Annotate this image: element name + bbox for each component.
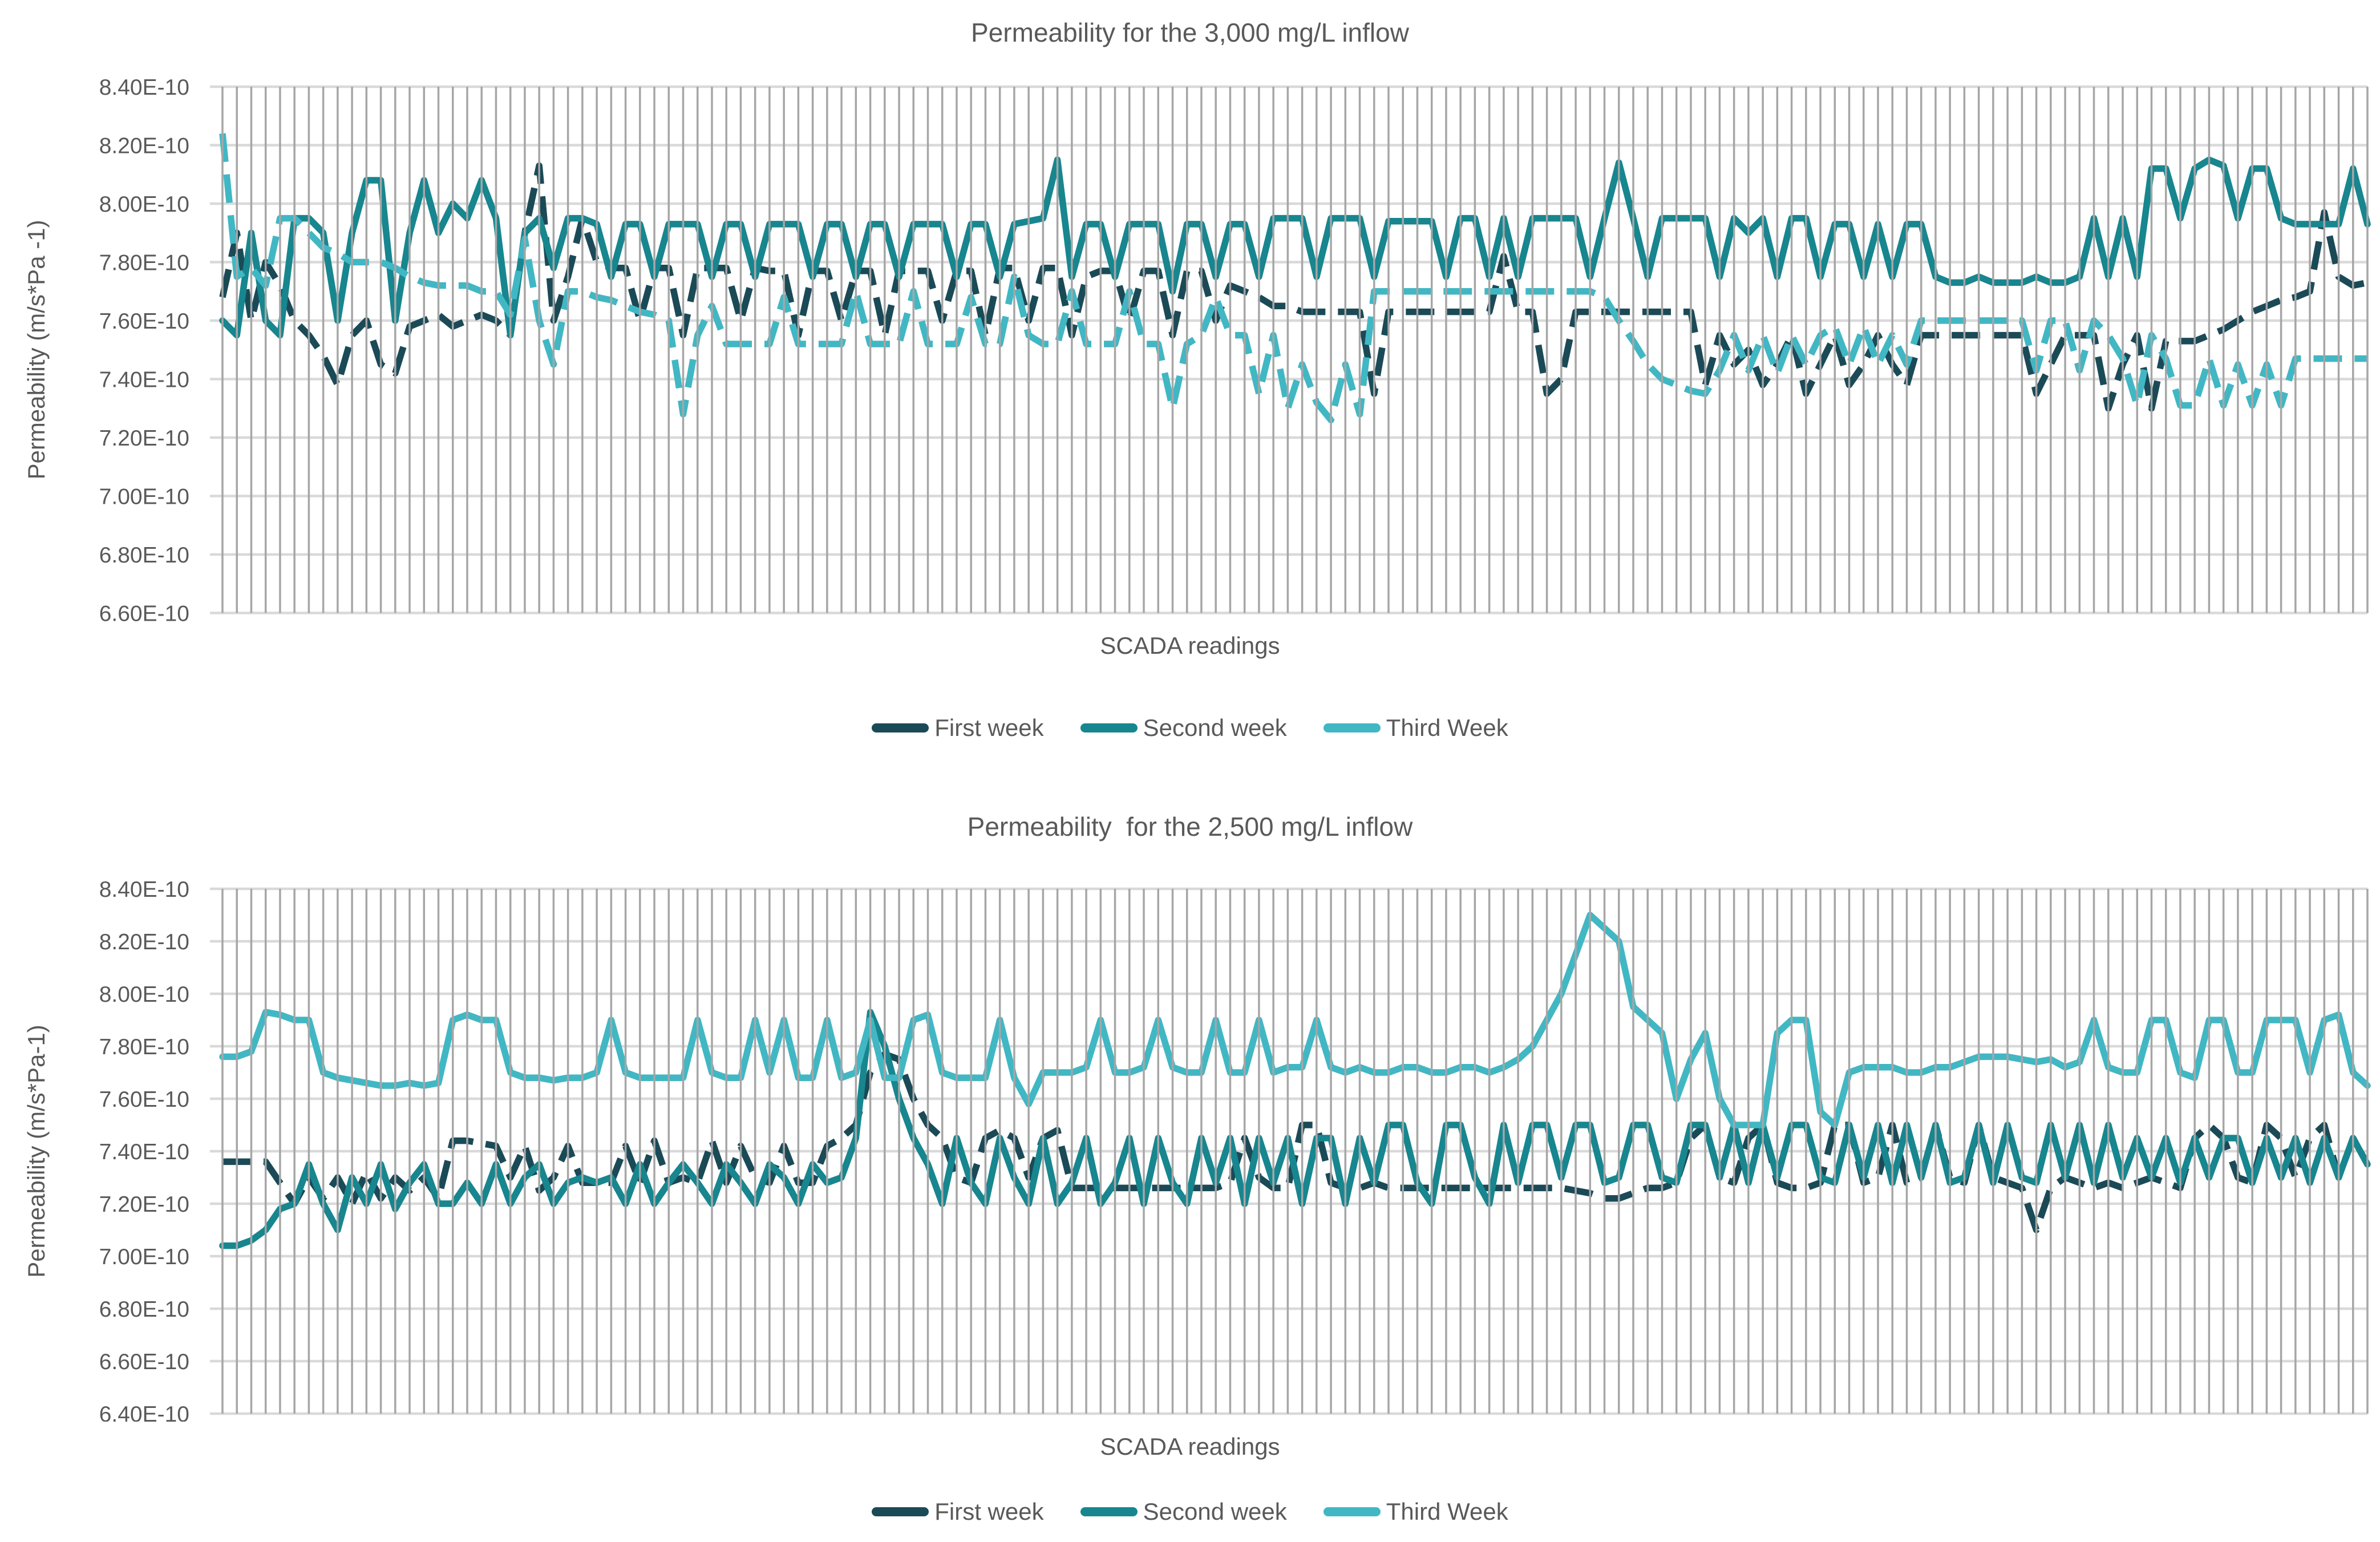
y-tick-label: 7.60E-10 [99, 309, 189, 334]
series-line[interactable] [219, 133, 2367, 424]
plot-area-2500[interactable]: 8.40E-10 8.20E-10 8.00E-10 7.80E-10 7.60E-10… [0, 866, 2380, 1422]
legend-3000: First week Second week Third Week [0, 714, 2380, 742]
series-line[interactable] [219, 912, 2371, 1128]
y-tick-label: 6.60E-10 [99, 1350, 189, 1374]
legend-item-second-week[interactable]: Second week [1080, 714, 1287, 742]
second-week-swatch-icon [1080, 1507, 1138, 1516]
legend-item-third-week[interactable]: Third Week [1323, 1498, 1508, 1525]
legend-item-second-week[interactable]: Second week [1080, 1498, 1287, 1525]
chart-title-3000: Permeability for the 3,000 mg/L inflow [971, 18, 1409, 47]
y-tick-label: 8.20E-10 [99, 930, 189, 954]
y-tick-label: 8.00E-10 [99, 982, 189, 1007]
third-week-swatch-icon [1323, 723, 1381, 732]
series-line[interactable] [219, 156, 2371, 339]
legend-item-third-week[interactable]: Third Week [1323, 714, 1508, 742]
y-tick-label: 7.00E-10 [99, 485, 189, 509]
y-tick-label: 7.80E-10 [99, 251, 189, 276]
legend-label: First week [934, 1498, 1044, 1525]
legend-label: Third Week [1386, 714, 1508, 741]
third-week-swatch-icon [1323, 1507, 1381, 1516]
y-tick-label: 7.60E-10 [99, 1087, 189, 1112]
second-week-swatch-icon [1080, 723, 1138, 732]
y-tick-label: 6.80E-10 [99, 1297, 189, 1322]
chart-title-2500: Permeability for the 2,500 mg/L inflow [967, 812, 1413, 841]
legend-label: First week [934, 714, 1044, 741]
y-tick-label: 8.40E-10 [99, 877, 189, 902]
y-tick-label: 7.80E-10 [99, 1035, 189, 1059]
legend-item-first-week[interactable]: First week [872, 1498, 1044, 1525]
legend-label: Second week [1143, 1498, 1287, 1525]
x-axis-title-2500: SCADA readings [1100, 1433, 1280, 1460]
x-axis-title-3000: SCADA readings [1100, 632, 1280, 659]
y-tick-label: 6.40E-10 [99, 1402, 189, 1422]
y-tick-label: 8.20E-10 [99, 134, 189, 159]
series-line[interactable] [219, 162, 2369, 412]
y-tick-label: 7.20E-10 [99, 1192, 189, 1217]
legend-label: Second week [1143, 714, 1287, 741]
series-line[interactable] [219, 1009, 2371, 1249]
y-tick-label: 6.80E-10 [99, 543, 189, 568]
y-tick-label: 8.40E-10 [99, 75, 189, 100]
legend-item-first-week[interactable]: First week [872, 714, 1044, 742]
first-week-swatch-icon [872, 723, 929, 732]
y-tick-label: 7.00E-10 [99, 1245, 189, 1269]
legend-label: Third Week [1386, 1498, 1508, 1525]
y-tick-label: 7.20E-10 [99, 426, 189, 451]
y-tick-label: 8.00E-10 [99, 192, 189, 217]
y-tick-label: 7.40E-10 [99, 368, 189, 392]
legend-2500: First week Second week Third Week [0, 1498, 2380, 1525]
y-tick-label: 6.60E-10 [99, 602, 189, 621]
y-tick-label: 7.40E-10 [99, 1140, 189, 1164]
plot-area-3000[interactable]: 8.40E-10 8.20E-10 8.00E-10 7.80E-10 7.60E-10… [0, 64, 2380, 621]
first-week-swatch-icon [872, 1507, 929, 1516]
